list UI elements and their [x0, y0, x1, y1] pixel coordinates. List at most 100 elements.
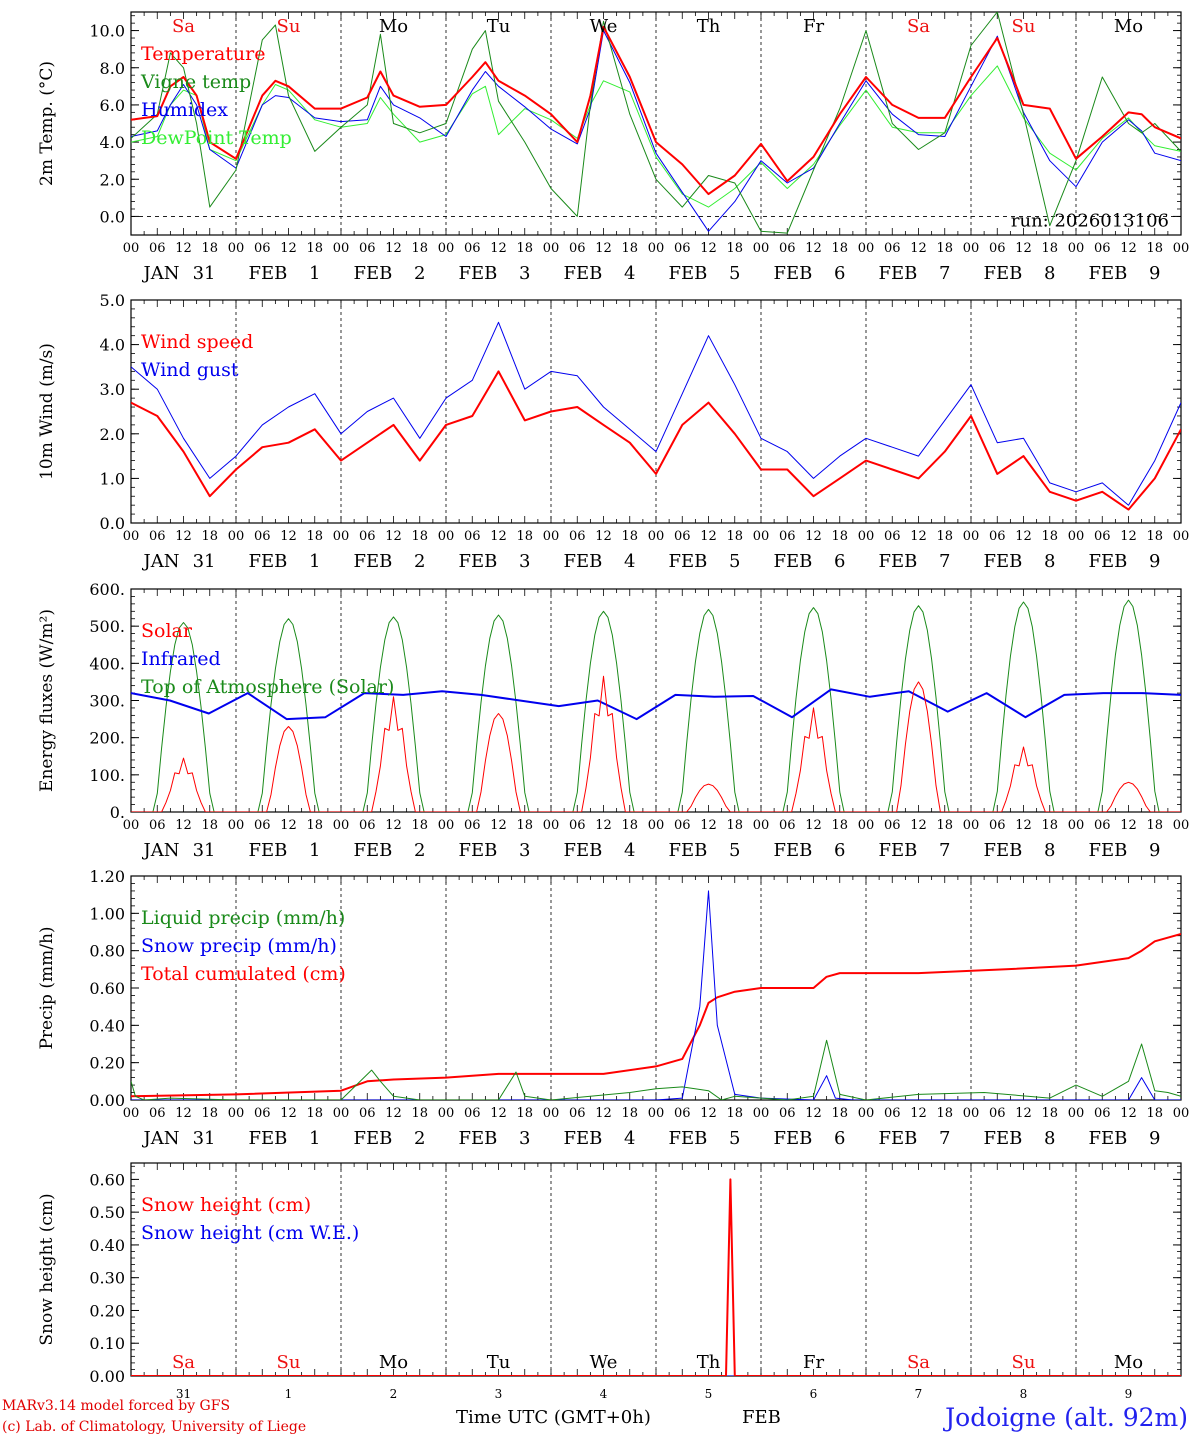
date-day-label: 1	[309, 551, 320, 572]
hour-label: 12	[280, 529, 297, 544]
hour-label: 18	[516, 1106, 533, 1121]
hour-label: 00	[123, 241, 140, 256]
hour-label: 06	[464, 1106, 481, 1121]
date-month-label: FEB	[984, 263, 1023, 284]
date-month-label: FEB	[459, 551, 498, 572]
hour-label: 06	[464, 241, 481, 256]
date-month-label: JAN	[142, 840, 180, 861]
date-day-label: 8	[1044, 263, 1055, 284]
date-day-label: 2	[414, 263, 425, 284]
hour-label: 12	[805, 818, 822, 833]
hour-label: 18	[306, 529, 323, 544]
legend-entry: Vigne temp	[140, 71, 251, 93]
day-of-week-label: Mo	[379, 16, 408, 37]
hour-label: 06	[569, 1106, 586, 1121]
date-month-label: FEB	[669, 551, 708, 572]
hour-label: 18	[201, 818, 218, 833]
hour-label: 06	[989, 1106, 1006, 1121]
day-of-week-label: Sa	[907, 16, 930, 37]
date-day-label: 6	[834, 263, 845, 284]
date-day-label: 1	[309, 263, 320, 284]
hour-label: 12	[595, 529, 612, 544]
hour-label: 12	[280, 241, 297, 256]
date-month-label: FEB	[669, 840, 708, 861]
day-of-week-label: Fr	[803, 16, 824, 37]
hour-label: 06	[359, 529, 376, 544]
hour-label: 06	[1094, 241, 1111, 256]
hour-label: 06	[149, 529, 166, 544]
day-of-week-label: Tu	[487, 1352, 511, 1373]
date-month-label: FEB	[774, 551, 813, 572]
date-month-label: JAN	[142, 1128, 180, 1149]
day-number-label: 7	[915, 1387, 923, 1401]
date-day-label: 3	[519, 840, 530, 861]
date-day-label: 4	[624, 1128, 635, 1149]
day-number-label: 3	[495, 1387, 503, 1401]
hour-label: 12	[490, 241, 507, 256]
day-number-label: 2	[390, 1387, 398, 1401]
y-axis-title: 10m Wind (m/s)	[37, 343, 57, 480]
hour-label: 06	[884, 1106, 901, 1121]
hour-label: 00	[1068, 818, 1085, 833]
y-tick-label: 200.	[89, 729, 125, 748]
date-month-label: FEB	[879, 263, 918, 284]
hour-label: 06	[674, 818, 691, 833]
hour-label: 12	[1015, 529, 1032, 544]
hour-label: 00	[333, 241, 350, 256]
hour-label: 06	[674, 1106, 691, 1121]
y-tick-label: 400.	[89, 654, 125, 673]
hour-label: 00	[648, 1106, 665, 1121]
hour-label: 00	[648, 529, 665, 544]
hour-label: 00	[648, 241, 665, 256]
series-line-infrared	[131, 688, 1181, 721]
y-tick-label: 0.80	[89, 942, 125, 961]
hour-label: 18	[726, 818, 743, 833]
hour-label: 00	[1173, 1106, 1190, 1121]
hour-label: 06	[359, 241, 376, 256]
hour-label: 12	[910, 818, 927, 833]
hour-label: 12	[1120, 818, 1137, 833]
y-tick-label: 5.0	[100, 291, 125, 310]
hour-label: 12	[910, 241, 927, 256]
date-day-label: 6	[834, 551, 845, 572]
hour-label: 06	[1094, 529, 1111, 544]
date-day-label: 1	[309, 1128, 320, 1149]
hour-label: 18	[1146, 1106, 1163, 1121]
date-month-label: FEB	[354, 551, 393, 572]
hour-label: 18	[411, 818, 428, 833]
hour-label: 00	[333, 818, 350, 833]
hour-label: 12	[700, 818, 717, 833]
date-month-label: FEB	[774, 840, 813, 861]
hour-label: 00	[543, 529, 560, 544]
hour-label: 00	[963, 529, 980, 544]
legend-entry: Liquid precip (mm/h)	[141, 907, 345, 929]
date-month-label: FEB	[669, 1128, 708, 1149]
y-tick-label: 0.	[110, 803, 125, 822]
hour-label: 06	[989, 241, 1006, 256]
hour-label: 00	[1068, 241, 1085, 256]
date-month-label: FEB	[354, 1128, 393, 1149]
y-tick-label: 600.	[89, 580, 125, 599]
date-day-label: 3	[519, 263, 530, 284]
hour-label: 18	[726, 241, 743, 256]
hour-label: 00	[543, 818, 560, 833]
y-tick-label: 300.	[89, 692, 125, 711]
y-tick-label: 6.0	[100, 96, 125, 115]
lab-credit: (c) Lab. of Climatology, University of L…	[2, 1419, 307, 1435]
date-day-label: 4	[624, 551, 635, 572]
hour-label: 18	[411, 241, 428, 256]
hour-label: 12	[595, 241, 612, 256]
hour-label: 00	[438, 529, 455, 544]
hour-label: 18	[516, 241, 533, 256]
hour-label: 00	[228, 529, 245, 544]
date-day-label: 4	[624, 840, 635, 861]
hour-label: 18	[1146, 818, 1163, 833]
hour-label: 06	[149, 818, 166, 833]
hour-label: 18	[201, 241, 218, 256]
hour-label: 06	[779, 1106, 796, 1121]
date-day-label: 2	[414, 840, 425, 861]
legend-entry: Snow height (cm W.E.)	[141, 1222, 359, 1244]
date-day-label: 31	[193, 1128, 216, 1149]
date-month-label: FEB	[564, 840, 603, 861]
